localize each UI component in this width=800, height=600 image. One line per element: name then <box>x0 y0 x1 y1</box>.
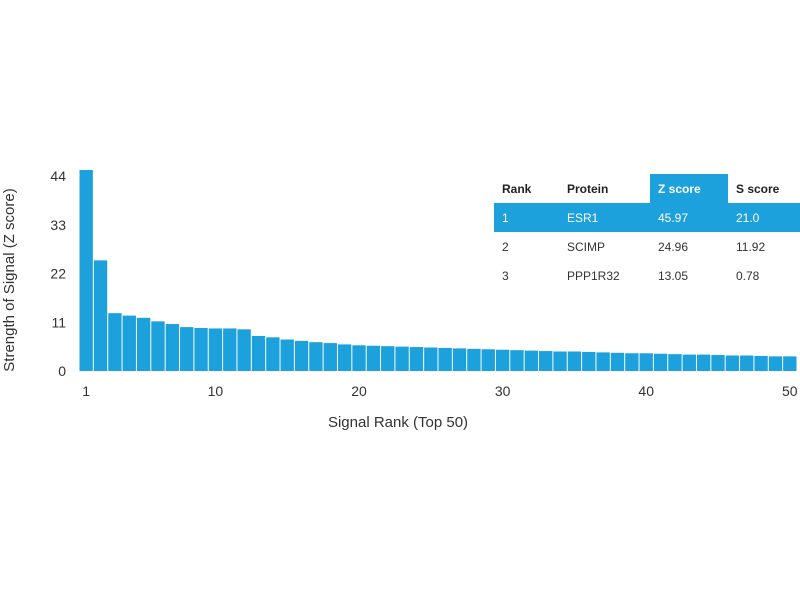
x-tick-label: 50 <box>782 383 798 399</box>
header-rank: Rank <box>502 181 532 196</box>
table-row: 3 PPP1R32 13.05 0.78 <box>494 261 800 290</box>
bar-rank-17 <box>309 342 323 371</box>
bar-rank-10 <box>208 328 223 371</box>
y-tick-label: 44 <box>50 168 66 184</box>
bar-rank-2 <box>93 260 108 371</box>
cell-rank: 1 <box>494 203 559 232</box>
bar-rank-36 <box>582 351 596 371</box>
bar-rank-5 <box>136 317 151 371</box>
bar-rank-12 <box>237 329 251 371</box>
bar-rank-20 <box>352 345 366 371</box>
bar-rank-32 <box>524 350 539 371</box>
cell-s-score: 21.0 <box>728 203 800 232</box>
bar-rank-30 <box>495 349 510 371</box>
bar-rank-44 <box>696 354 711 371</box>
y-tick-label: 11 <box>51 314 66 330</box>
bar-rank-43 <box>682 354 696 371</box>
bar-rank-37 <box>596 352 610 371</box>
bar-rank-15 <box>280 339 294 371</box>
bar-rank-50 <box>783 356 797 372</box>
bar-rank-34 <box>553 351 567 371</box>
y-axis-label: Strength of Signal (Z score) <box>1 188 18 371</box>
cell-s-score: 11.92 <box>736 239 766 254</box>
bar-rank-48 <box>754 355 768 371</box>
bar-rank-7 <box>165 324 180 371</box>
cell-z-score: 24.96 <box>658 239 689 254</box>
cell-rank: 2 <box>502 239 509 254</box>
bar-rank-35 <box>567 351 582 371</box>
bar-rank-31 <box>510 350 524 371</box>
bar-rank-42 <box>668 354 682 371</box>
bar-rank-18 <box>323 343 337 371</box>
bar-rank-45 <box>711 355 725 371</box>
header-z-score: Z score <box>650 174 728 203</box>
cell-z-score: 45.97 <box>650 203 728 232</box>
x-tick-label: 30 <box>495 383 511 399</box>
bar-rank-23 <box>395 346 409 372</box>
header-s-score: S score <box>736 181 780 196</box>
cell-z-score: 13.05 <box>658 268 689 283</box>
bars-group <box>79 170 797 372</box>
bar-rank-9 <box>194 328 208 371</box>
bar-rank-11 <box>223 328 237 371</box>
x-tick-labels: 1 10 20 30 40 50 <box>82 383 798 399</box>
bar-rank-6 <box>151 321 165 371</box>
bar-rank-33 <box>539 351 553 371</box>
y-tick-label: 22 <box>50 266 66 282</box>
bar-rank-41 <box>653 353 668 371</box>
bar-rank-19 <box>337 344 352 371</box>
bar-rank-26 <box>438 347 452 371</box>
bar-rank-14 <box>266 337 280 371</box>
x-tick-label: 1 <box>82 383 90 399</box>
x-tick-label: 40 <box>638 383 654 399</box>
cell-protein: ESR1 <box>559 203 650 232</box>
x-axis-label: Signal Rank (Top 50) <box>328 414 468 431</box>
y-tick-labels: 0 11 22 33 44 <box>50 168 66 379</box>
cell-protein: PPP1R32 <box>567 268 620 283</box>
bar-rank-47 <box>740 355 754 371</box>
bar-rank-28 <box>467 348 481 371</box>
bar-rank-25 <box>424 347 438 371</box>
bar-rank-27 <box>452 348 467 371</box>
bar-rank-40 <box>639 353 653 371</box>
bar-rank-49 <box>768 356 783 372</box>
bar-rank-38 <box>610 352 625 371</box>
score-table: Rank Protein Z score S score 1 ESR1 45.9… <box>494 174 800 290</box>
bar-rank-39 <box>625 353 639 371</box>
table-row: 1 ESR1 45.97 21.0 <box>494 203 800 232</box>
bar-rank-3 <box>108 313 122 371</box>
x-tick-label: 10 <box>208 383 224 399</box>
header-protein: Protein <box>567 181 609 196</box>
bar-rank-4 <box>122 315 136 371</box>
cell-protein: SCIMP <box>567 239 606 254</box>
bar-rank-22 <box>381 346 395 371</box>
bar-rank-29 <box>481 349 495 371</box>
bar-rank-24 <box>409 347 424 371</box>
bar-rank-13 <box>251 335 266 371</box>
bar-rank-21 <box>366 345 381 371</box>
table-row: 2 SCIMP 24.96 11.92 <box>494 232 800 261</box>
y-tick-label: 33 <box>50 217 66 233</box>
cell-rank: 3 <box>502 268 509 283</box>
bar-rank-1 <box>79 170 93 371</box>
bar-rank-16 <box>294 340 309 371</box>
x-tick-label: 20 <box>351 383 367 399</box>
y-tick-label: 0 <box>58 363 66 379</box>
table-header-row: Rank Protein Z score S score <box>494 174 800 203</box>
cell-s-score: 0.78 <box>736 268 760 283</box>
bar-rank-8 <box>180 327 194 372</box>
bar-rank-46 <box>725 355 740 371</box>
